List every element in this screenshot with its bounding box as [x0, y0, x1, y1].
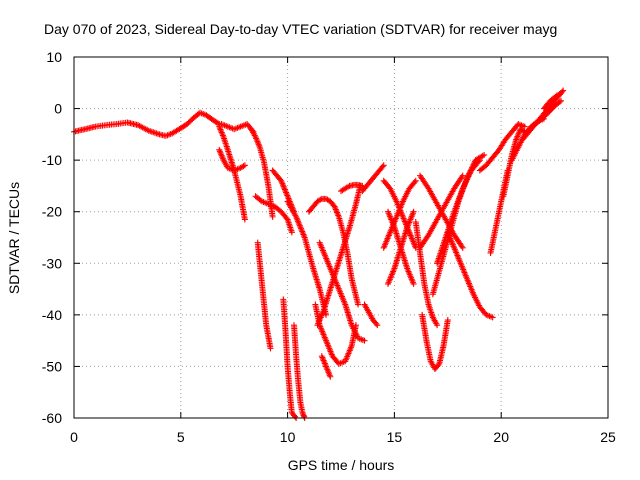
- point-27-end: [481, 151, 488, 158]
- point-18-end: [374, 322, 381, 329]
- series-28: [434, 157, 483, 267]
- y-tick-label-3: -20: [42, 204, 62, 220]
- point-31-end: [521, 123, 528, 130]
- series-5: [252, 193, 295, 236]
- x-tick-labels: 0 5 10 15 20 25: [70, 429, 616, 445]
- point-36-2-2: [556, 90, 563, 97]
- series-11: [305, 195, 362, 308]
- point-20-end: [412, 177, 419, 184]
- point-14-end: [361, 337, 368, 344]
- series-23: [412, 219, 441, 329]
- point-17-end: [380, 162, 387, 169]
- point-26-4-8: [458, 174, 465, 181]
- x-tick-label-5: 25: [600, 429, 616, 445]
- point-21-end: [410, 280, 417, 287]
- point-1-end: [241, 216, 248, 223]
- point-18-2-3: [373, 320, 380, 327]
- series-24: [419, 311, 451, 373]
- series-8: [280, 296, 300, 421]
- point-26-end: [459, 172, 466, 179]
- point-7-end: [267, 345, 274, 352]
- y-tick-label-6: -50: [42, 358, 62, 374]
- series-0: [71, 109, 223, 139]
- y-tick-labels: 10 0 -10 -20 -30 -40 -50 -60: [42, 49, 62, 426]
- y-tick-label-5: -40: [42, 307, 62, 323]
- y-axis-label: SDTVAR / TECUs: [6, 182, 22, 294]
- point-23-end: [434, 322, 441, 329]
- series-34: [519, 97, 565, 143]
- point-16-end: [327, 373, 334, 380]
- point-36-end: [558, 90, 565, 97]
- grid-lines: [74, 57, 608, 418]
- y-tick-label-4: -30: [42, 255, 62, 271]
- x-tick-label-1: 5: [177, 429, 185, 445]
- point-20-4-5: [411, 179, 418, 186]
- series-18: [361, 301, 381, 329]
- x-tick-label-4: 20: [493, 429, 509, 445]
- point-34-end: [558, 97, 565, 104]
- series-12: [312, 301, 359, 367]
- x-tick-label-2: 10: [280, 429, 296, 445]
- point-25-4-8: [458, 243, 465, 250]
- point-0-16-4: [214, 120, 221, 127]
- axis-ticks: [73, 56, 609, 419]
- point-15-1-2: [345, 183, 352, 190]
- point-3-4-2: [240, 163, 247, 170]
- y-tick-label-1: 0: [54, 101, 62, 117]
- point-11-end: [355, 301, 362, 308]
- point-3-end: [241, 162, 248, 169]
- series-15: [338, 181, 366, 195]
- point-28-end: [476, 157, 483, 164]
- point-8-4-3: [292, 413, 299, 420]
- x-axis-label: GPS time / hours: [288, 457, 395, 473]
- point-11-2-2: [317, 196, 324, 203]
- point-4-end: [269, 213, 276, 220]
- point-29-end: [489, 314, 496, 321]
- point-27-5-5: [479, 152, 486, 159]
- series-17: [359, 162, 387, 195]
- series-21: [384, 208, 417, 287]
- x-tick-label-3: 15: [387, 429, 403, 445]
- point-28-4-7: [475, 158, 482, 165]
- point-22-end: [410, 208, 417, 215]
- series-22: [384, 208, 417, 287]
- series-1: [216, 123, 248, 223]
- series-16: [318, 353, 334, 380]
- data-points: [71, 87, 567, 421]
- series-29: [444, 229, 496, 321]
- y-tick-label-0: 10: [46, 49, 62, 65]
- x-tick-label-0: 0: [70, 429, 78, 445]
- point-24-end: [444, 317, 451, 324]
- series-14: [316, 239, 368, 344]
- series-3: [216, 146, 248, 174]
- y-tick-label-2: -10: [42, 152, 62, 168]
- plot-frame: [73, 56, 609, 419]
- point-34-5-4: [556, 98, 563, 105]
- y-tick-label-7: -60: [42, 410, 62, 426]
- series-36: [540, 90, 565, 112]
- point-25-end: [459, 244, 466, 251]
- series-26: [417, 172, 466, 251]
- series-7: [254, 239, 274, 352]
- point-17-4-3: [379, 163, 386, 170]
- chart-title: Day 070 of 2023, Sidereal Day-to-day VTE…: [44, 21, 557, 37]
- series-13: [314, 182, 364, 329]
- series-27: [429, 151, 488, 298]
- series-10: [284, 198, 330, 318]
- point-5-end: [288, 229, 295, 236]
- series-9: [291, 322, 308, 421]
